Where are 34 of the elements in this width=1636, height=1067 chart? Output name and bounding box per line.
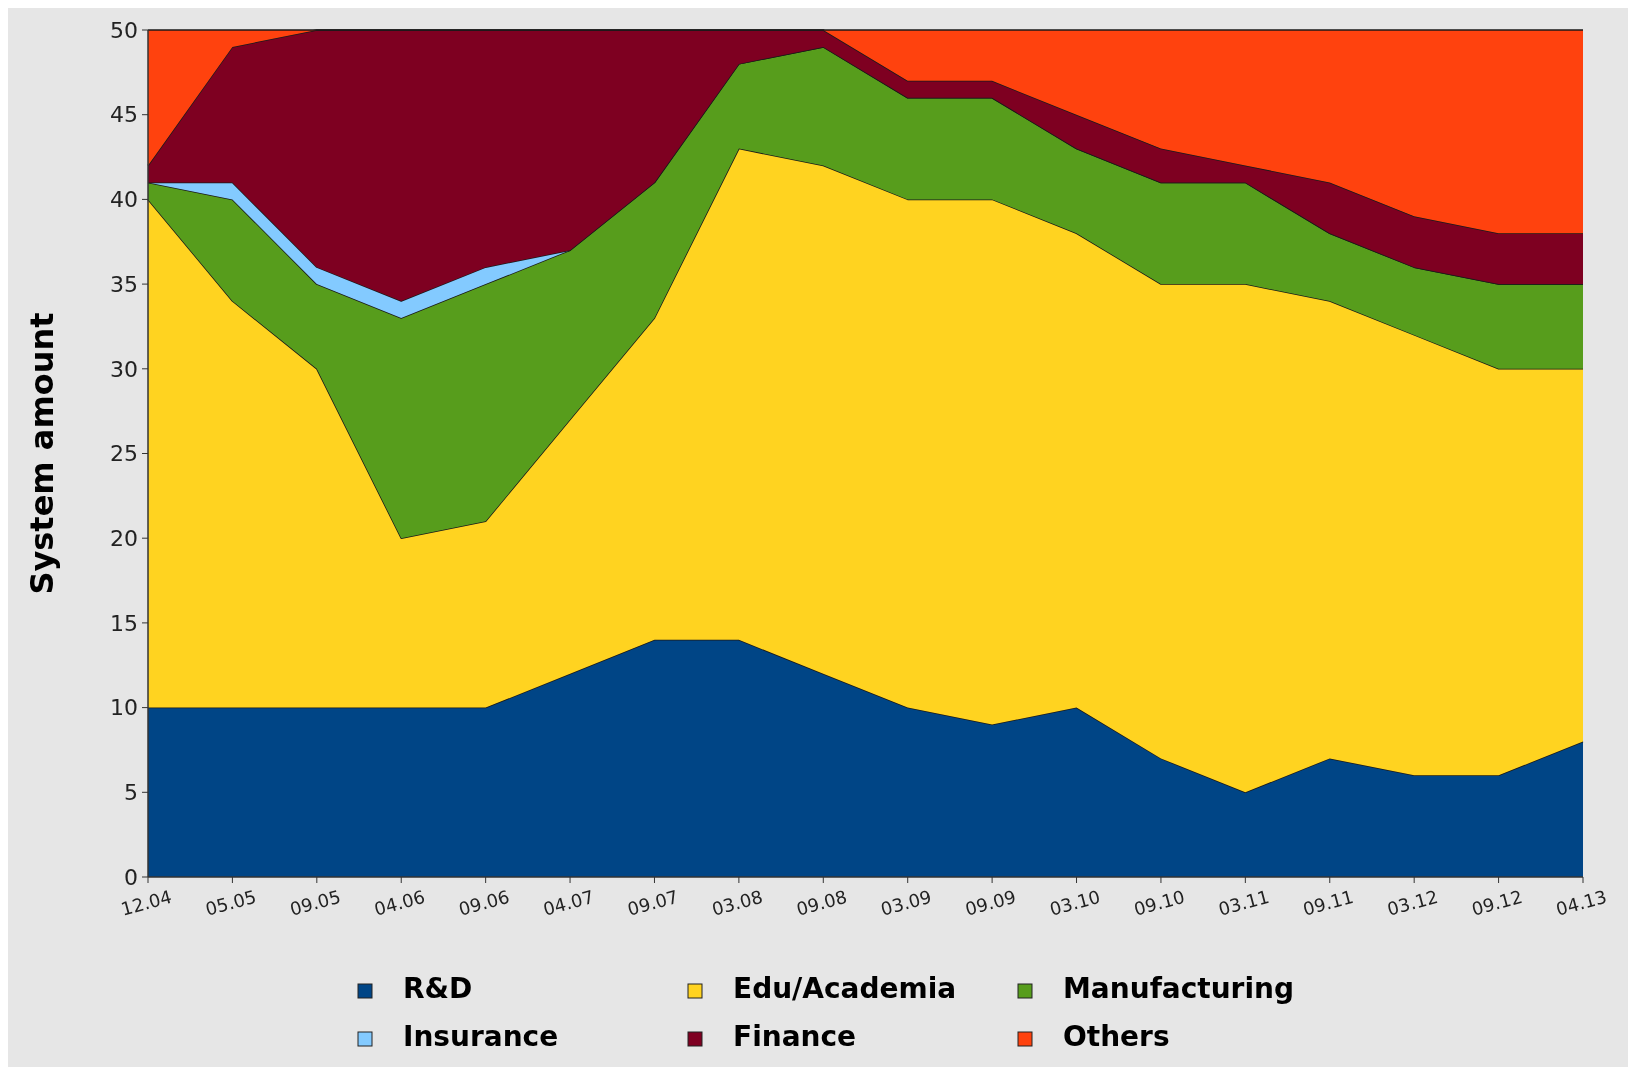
x-tick-label: 09.05 [287,885,343,920]
legend-label: Manufacturing [1063,972,1294,1005]
legend-label: Edu/Academia [733,972,957,1005]
y-tick-label: 45 [110,102,138,128]
y-tick-label: 40 [110,187,138,213]
x-tick-label: 09.07 [625,885,681,920]
x-tick-label: 09.12 [1469,885,1525,920]
y-tick-label: 50 [110,17,138,43]
x-tick-label: 03.08 [709,885,765,920]
x-tick-label: 09.08 [794,885,850,920]
x-tick-label: 04.13 [1553,885,1609,920]
x-tick-label: 03.12 [1384,885,1441,920]
y-tick-label: 15 [110,610,138,636]
x-tick-label: 03.09 [878,885,934,920]
x-tick-label: 04.06 [371,885,428,920]
y-tick-label: 25 [110,441,138,467]
x-tick-label: 04.07 [540,885,596,920]
y-tick-label: 5 [124,780,138,805]
legend-label: Others [1063,1020,1170,1053]
legend-label: Insurance [403,1020,559,1053]
x-tick-label: 09.10 [1131,885,1187,920]
x-tick-label: 09.06 [456,885,512,920]
x-tick-label: 03.11 [1216,885,1272,920]
x-tick-label: 09.09 [962,885,1019,920]
y-axis-title: System amount [23,312,61,595]
x-tick-label: 05.05 [203,885,259,920]
y-tick-label: 20 [110,525,138,551]
x-tick-label: 03.10 [1047,885,1103,920]
y-tick-label: 10 [110,695,138,721]
legend-label: Finance [733,1020,857,1053]
legend-label: R&D [403,972,473,1005]
y-tick-label: 35 [110,271,138,297]
y-tick-label: 30 [110,356,138,382]
x-tick-label: 09.11 [1300,885,1356,920]
